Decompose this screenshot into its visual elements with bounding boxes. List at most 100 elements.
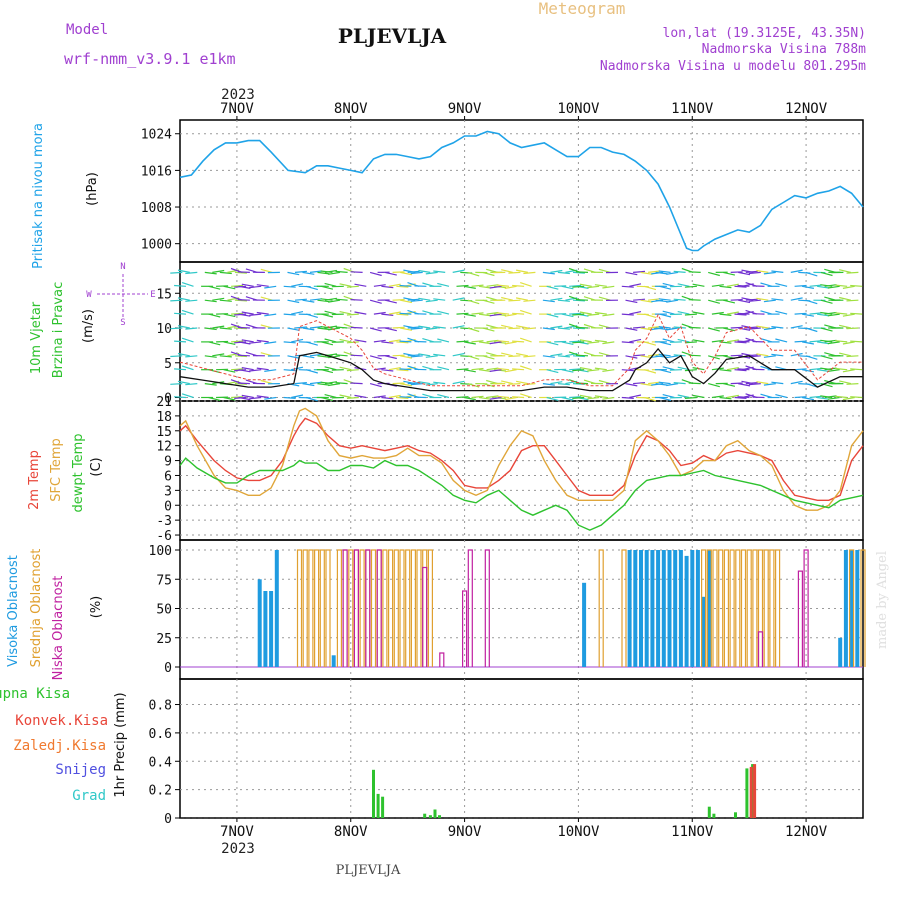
wind-barb <box>846 271 859 274</box>
wind-barb <box>561 369 574 373</box>
precip-ytick-label: 0.8 <box>149 699 172 714</box>
wind-barb <box>388 283 401 287</box>
wind-barb <box>587 341 600 344</box>
wind-barb <box>501 296 513 301</box>
wind-barb <box>520 393 532 399</box>
wind-barb <box>738 271 751 276</box>
wind-barb <box>478 285 491 289</box>
wind-barb <box>734 341 747 344</box>
wind-barb <box>677 366 690 371</box>
wind-barb <box>452 297 465 301</box>
wind-barb <box>399 284 412 287</box>
cloud-mid-bar <box>849 549 855 667</box>
wind-barb <box>381 285 394 289</box>
wind-barb <box>572 355 585 358</box>
wind-barb <box>805 327 818 333</box>
wind-barb <box>223 285 236 290</box>
wind-barb <box>520 282 532 287</box>
wind-barb <box>621 313 634 316</box>
wind-barb <box>418 325 431 329</box>
wind-barb <box>569 396 582 399</box>
precip-label-frozen: Zaledj.Kisa <box>13 738 106 754</box>
cloud-low-bar <box>376 549 382 667</box>
wind-barb <box>723 383 736 387</box>
wind-barb <box>170 327 183 330</box>
wind-barb <box>723 327 736 332</box>
wind-barb <box>523 355 536 358</box>
wind-barb <box>317 383 330 386</box>
wind-barb <box>523 327 536 330</box>
temp-sfc-line <box>179 407 864 511</box>
wind-barb <box>392 382 405 385</box>
wind-barb <box>399 340 412 343</box>
wind-barb <box>208 313 221 318</box>
cloud-high-bar <box>633 550 638 667</box>
wind-barb <box>346 285 359 288</box>
cloud-mid-bar <box>393 549 399 667</box>
temp-ytick-label: 6 <box>164 469 172 484</box>
wind-barb <box>594 395 607 399</box>
wind-barb <box>350 382 363 385</box>
cloud-mid-bar <box>763 549 769 667</box>
wind-barb <box>726 394 739 399</box>
cloud-high-bar <box>701 596 706 667</box>
wind-barb <box>287 355 300 359</box>
wind-barb <box>237 271 250 273</box>
wind-barb <box>575 299 589 301</box>
wind-barb <box>350 354 363 357</box>
cloud-mid-bar <box>359 549 365 667</box>
wind-barb <box>392 299 405 301</box>
x-axis-bottom-label: 10NOV <box>557 824 600 840</box>
wind-barb <box>575 354 589 357</box>
wind-barb <box>249 396 262 400</box>
wind-barb <box>294 382 307 385</box>
wind-barb <box>223 313 236 318</box>
wind-barb <box>708 299 720 304</box>
cloud-mid-bar <box>302 549 308 667</box>
wind-barb <box>204 327 217 331</box>
wind-barb <box>621 285 634 288</box>
precip-total-bar <box>423 813 427 818</box>
precip-total-bar <box>433 809 437 818</box>
wind-barb <box>256 367 269 371</box>
wind-barb <box>809 312 822 315</box>
wind-barb <box>839 380 852 385</box>
wind-barb <box>508 355 521 358</box>
cloud-high-bar <box>269 591 274 667</box>
wind-barb <box>170 299 183 302</box>
wind-barb <box>388 311 401 315</box>
wind-barb <box>346 341 359 344</box>
wind-barb <box>324 282 337 287</box>
temp-unit: (C) <box>89 457 104 476</box>
wind-barb <box>234 285 247 288</box>
wind-barb <box>684 341 697 344</box>
cloud-label-high: Visoka Oblacnost <box>6 555 21 667</box>
wind-barb <box>463 341 476 345</box>
wind-barb <box>181 282 194 287</box>
wind-barb <box>287 271 300 276</box>
wind-barb <box>486 379 498 385</box>
wind-barb <box>467 355 480 360</box>
cloud-low-bar <box>757 631 764 667</box>
wind-barb <box>692 311 705 315</box>
precip-total-bar <box>438 815 441 818</box>
wind-barb <box>384 271 397 276</box>
wind-barb <box>827 285 840 289</box>
precip-total-bar <box>428 815 432 818</box>
bottom-year-label: 2023 <box>221 841 255 857</box>
wind-barb <box>598 379 611 385</box>
wind-barb <box>850 396 863 399</box>
cloud-label-mid: Srednja Oblacnost <box>29 549 44 668</box>
cloud-mid-bar <box>746 549 752 667</box>
wind-barb <box>820 311 833 315</box>
wind-barb <box>801 313 815 317</box>
wind-barb <box>489 396 502 400</box>
cloud-mid-bar <box>735 549 741 667</box>
wind-barb <box>677 283 690 287</box>
wind-label-2: Brzina i Pravac <box>51 282 66 379</box>
wind-barb <box>320 326 333 329</box>
wind-barb <box>489 369 502 372</box>
wind-barb <box>550 325 563 329</box>
wind-barb <box>452 269 465 273</box>
pressure-ytick-label: 1024 <box>141 128 172 143</box>
